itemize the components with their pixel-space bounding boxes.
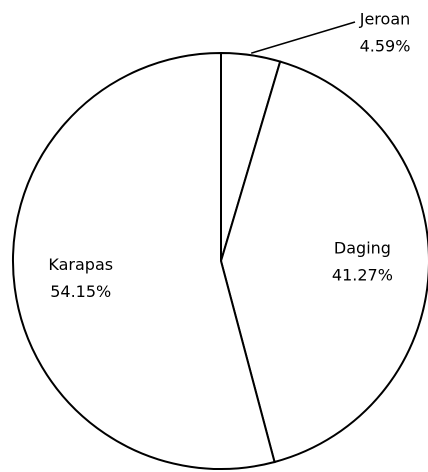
slice-label: Karapas xyxy=(48,255,113,274)
slice-value: 41.27% xyxy=(332,265,393,284)
pie-slice xyxy=(219,60,428,464)
leader-line xyxy=(250,21,356,54)
pie-slice xyxy=(12,51,276,470)
slice-value: 54.15% xyxy=(50,282,111,301)
slice-label: Daging xyxy=(334,238,391,257)
slice-value: 4.59% xyxy=(360,37,411,56)
slice-label: Jeroan xyxy=(359,10,411,29)
